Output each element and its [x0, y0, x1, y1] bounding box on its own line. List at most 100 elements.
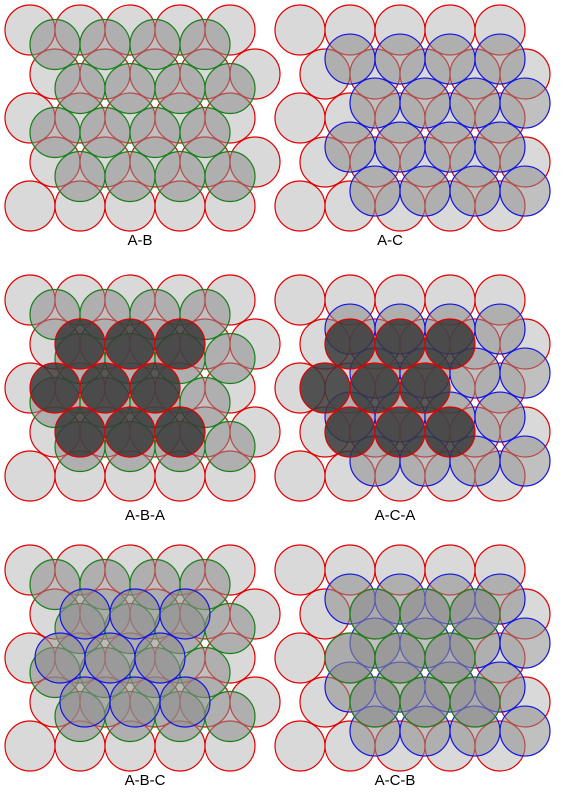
sphere-layer-c-top — [84, 632, 136, 684]
sphere-layer-b-top — [424, 632, 476, 684]
sphere-layer-c — [424, 33, 476, 85]
sphere-layer-c — [399, 165, 451, 217]
sphere-layer-c — [324, 121, 376, 173]
sphere-layer-b — [204, 602, 256, 655]
sphere-layer-c — [499, 435, 551, 487]
sphere-layer-c — [474, 33, 526, 85]
sphere-layer-c — [499, 617, 551, 669]
sphere-layer-b — [29, 106, 81, 159]
sphere-layer-a-top — [129, 362, 181, 414]
sphere-layer-a — [274, 4, 326, 56]
label-a-b: A-B — [127, 232, 152, 249]
sphere-layer-a-top — [104, 406, 156, 458]
sphere-layer-a-top — [349, 362, 401, 414]
sphere-layer-b-top — [399, 676, 451, 728]
panel-a-c-a — [274, 274, 551, 502]
sphere-layer-a — [274, 544, 326, 596]
sphere-layer-c-top — [59, 676, 111, 728]
sphere-layer-c-top — [34, 632, 86, 684]
sphere-layer-a-top — [29, 362, 81, 414]
sphere-layer-b — [104, 62, 156, 115]
sphere-layer-b — [129, 18, 181, 71]
panel-a-b-a — [4, 274, 281, 502]
sphere-layer-c-top — [109, 588, 161, 640]
sphere-layer-b-top — [399, 588, 451, 640]
sphere-layer-c — [449, 165, 501, 217]
sphere-layer-a — [274, 450, 326, 502]
sphere-layer-a — [274, 720, 326, 772]
sphere-layer-b — [54, 150, 106, 203]
sphere-layer-c — [499, 347, 551, 399]
label-a-c-b: A-C-B — [375, 772, 416, 789]
sphere-layer-a-top — [374, 318, 426, 370]
label-a-b-c: A-B-C — [125, 772, 166, 789]
sphere-layer-a — [274, 274, 326, 326]
sphere-layer-a-top — [154, 406, 206, 458]
sphere-layer-a-top — [399, 362, 451, 414]
sphere-layer-a-top — [424, 318, 476, 370]
sphere-layer-b-top — [449, 588, 501, 640]
sphere-layer-a-top — [324, 318, 376, 370]
sphere-layer-c-top — [159, 588, 211, 640]
sphere-layer-a-top — [374, 406, 426, 458]
sphere-layer-a-top — [324, 406, 376, 458]
sphere-layer-a-top — [299, 362, 351, 414]
sphere-layer-b-top — [324, 632, 376, 684]
sphere-layer-b — [204, 420, 256, 473]
sphere-layer-b — [204, 150, 256, 203]
panel-a-c-b — [274, 544, 551, 772]
sphere-layer-a-top — [424, 406, 476, 458]
sphere-layer-a — [4, 720, 56, 772]
sphere-layer-a — [274, 632, 326, 684]
sphere-layer-c — [374, 121, 426, 173]
sphere-layer-a-top — [54, 318, 106, 370]
label-a-c-a: A-C-A — [375, 507, 416, 524]
sphere-layer-c — [474, 121, 526, 173]
sphere-layer-b — [204, 62, 256, 115]
sphere-layer-a-top — [154, 318, 206, 370]
sphere-layer-b — [129, 106, 181, 159]
sphere-layer-b — [104, 150, 156, 203]
sphere-layer-b — [154, 62, 206, 115]
sphere-layer-a-top — [79, 362, 131, 414]
sphere-layer-b — [54, 62, 106, 115]
sphere-layer-b — [29, 18, 81, 71]
sphere-layer-b — [204, 332, 256, 385]
sphere-layer-c — [474, 303, 526, 355]
sphere-layer-c — [349, 165, 401, 217]
sphere-layer-a — [274, 92, 326, 144]
sphere-layer-c-top — [134, 632, 186, 684]
sphere-layer-b-top — [349, 676, 401, 728]
sphere-layer-c — [424, 121, 476, 173]
sphere-layer-c — [499, 165, 551, 217]
sphere-layer-b — [179, 106, 231, 159]
sphere-layer-c — [324, 33, 376, 85]
sphere-layer-a-top — [104, 318, 156, 370]
panel-a-b — [4, 4, 281, 232]
panel-a-c — [274, 4, 551, 232]
sphere-layer-b-top — [374, 632, 426, 684]
sphere-layer-b — [79, 106, 131, 159]
sphere-layer-c-top — [159, 676, 211, 728]
label-a-b-a: A-B-A — [125, 507, 165, 524]
sphere-layer-c — [374, 33, 426, 85]
sphere-layer-c — [499, 77, 551, 129]
sphere-layer-b — [204, 690, 256, 743]
sphere-layer-b — [79, 18, 131, 71]
sphere-layer-c — [349, 77, 401, 129]
sphere-layer-c — [499, 705, 551, 757]
sphere-layer-c — [474, 391, 526, 443]
panel-a-b-c — [4, 544, 281, 772]
sphere-layer-b-top — [349, 588, 401, 640]
sphere-layer-b — [179, 18, 231, 71]
sphere-layer-b — [154, 150, 206, 203]
sphere-layer-c-top — [109, 676, 161, 728]
sphere-layer-c — [449, 77, 501, 129]
sphere-layer-a — [4, 180, 56, 232]
label-a-c: A-C — [377, 232, 403, 249]
sphere-layer-b-top — [449, 676, 501, 728]
sphere-layer-c — [399, 77, 451, 129]
sphere-layer-a — [274, 180, 326, 232]
sphere-layer-a — [4, 450, 56, 502]
